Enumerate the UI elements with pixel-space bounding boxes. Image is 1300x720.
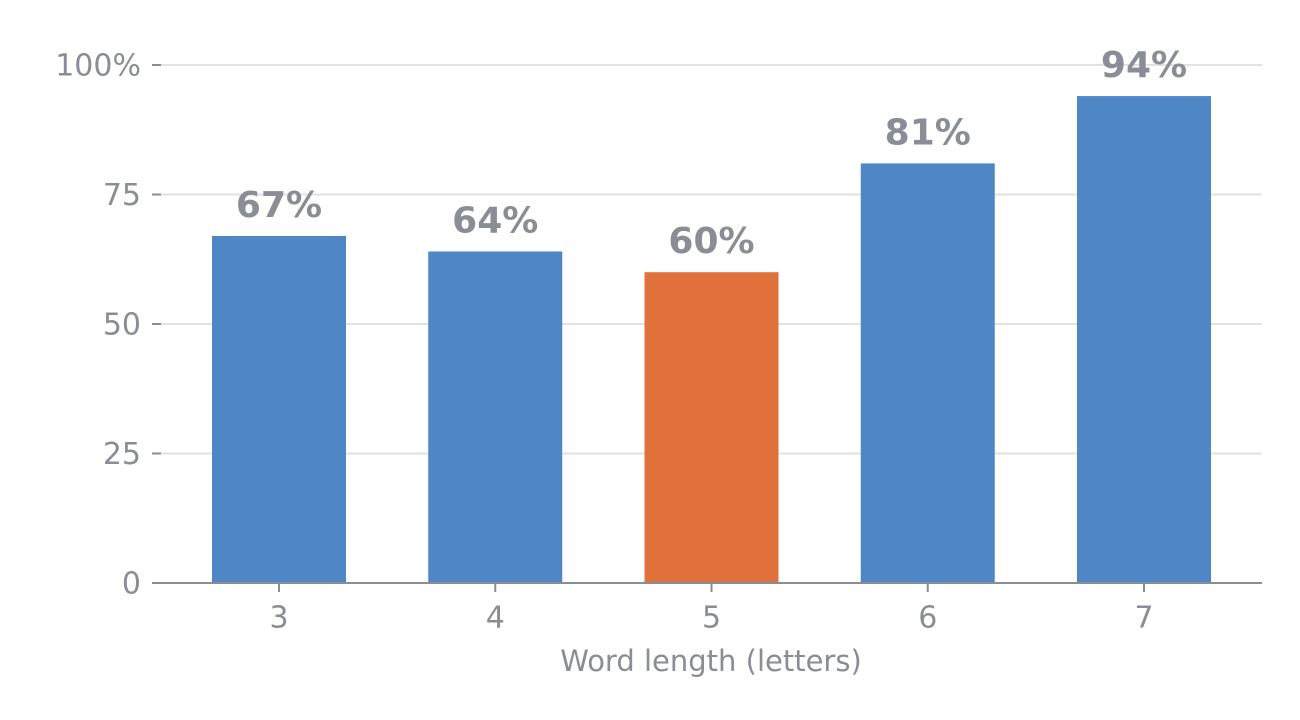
y-tick-label: 25 [103, 437, 141, 472]
bar [644, 272, 779, 583]
x-tick-label: 5 [702, 601, 721, 636]
bar [860, 163, 995, 584]
x-tick-label: 4 [486, 601, 505, 636]
y-tick-label: 0 [122, 567, 141, 602]
y-tick-label: 100% [55, 49, 141, 84]
value-label: 64% [452, 200, 538, 241]
bar [428, 251, 563, 584]
x-axis-label: Word length (letters) [560, 644, 862, 678]
bar [1077, 96, 1211, 583]
y-tick-label: 50 [103, 308, 141, 343]
value-label: 81% [885, 112, 971, 153]
x-tick-label: 6 [918, 601, 937, 636]
value-label: 60% [668, 221, 754, 262]
x-tick-label: 7 [1134, 601, 1153, 636]
x-tick-label: 3 [269, 601, 288, 636]
bar [212, 235, 346, 583]
value-label: 94% [1101, 45, 1187, 86]
y-tick-label: 75 [103, 178, 141, 213]
value-label: 67% [236, 185, 322, 226]
